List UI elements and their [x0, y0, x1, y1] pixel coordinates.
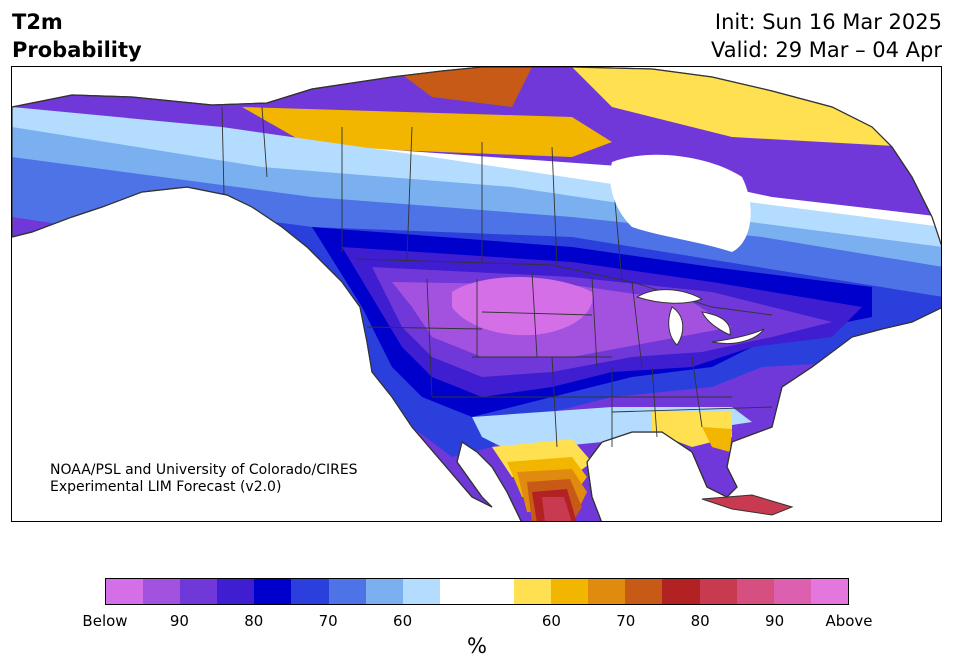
colorbar-segment: [736, 579, 774, 604]
probability-colorbar: [105, 578, 849, 605]
colorbar-segment: [365, 579, 403, 604]
colorbar-tick-label: 70: [318, 612, 338, 630]
colorbar-segment: [402, 579, 440, 604]
map-title: T2m Probability: [12, 8, 142, 64]
colorbar-segment: [773, 579, 811, 604]
variable-label: T2m: [12, 10, 63, 34]
colorbar-segment: [476, 579, 515, 604]
colorbar-segment: [143, 579, 181, 604]
colorbar-tick-label: 80: [244, 612, 264, 630]
alaska-border: [221, 106, 225, 196]
cuba-island: [701, 494, 794, 516]
probability-band: [542, 497, 572, 521]
init-date: Init: Sun 16 Mar 2025: [714, 10, 942, 34]
colorbar-tick-label: 90: [765, 612, 785, 630]
colorbar-segment: [180, 579, 218, 604]
state-borders: [366, 271, 773, 448]
province-borders: [261, 106, 623, 283]
colorbar-segment: [588, 579, 626, 604]
probability-band: [452, 277, 593, 336]
colorbar-segment: [514, 579, 552, 604]
hudson-bay: [610, 154, 751, 252]
colorbar-segment: [810, 579, 848, 604]
north-america-map: [12, 67, 941, 521]
colorbar-tick-label: Below: [82, 612, 128, 630]
colorbar-segment: [291, 579, 329, 604]
colorbar-tick-label: 70: [616, 612, 636, 630]
colorbar-tick-label: 90: [169, 612, 189, 630]
coastline: [12, 67, 941, 521]
colorbar-segment: [625, 579, 663, 604]
colorbar-unit: %: [467, 634, 487, 658]
colorbar-tick-label: 60: [541, 612, 561, 630]
colorbar-tick-label: Above: [825, 612, 873, 630]
colorbar-ticks: Below 90 80 70 60 60 70 80 90 Above: [82, 612, 872, 632]
colorbar-segment: [439, 579, 477, 604]
quantity-label: Probability: [12, 38, 142, 62]
forecast-map: NOAA/PSL and University of Colorado/CIRE…: [11, 66, 942, 522]
great-lakes: [635, 289, 765, 346]
colorbar-segment: [328, 579, 366, 604]
map-credit: NOAA/PSL and University of Colorado/CIRE…: [50, 462, 358, 495]
colorbar-segment: [106, 579, 144, 604]
valid-date: Valid: 29 Mar – 04 Apr: [711, 38, 942, 62]
colorbar-segment: [254, 579, 292, 604]
colorbar-segment: [662, 579, 700, 604]
colorbar-segment: [699, 579, 737, 604]
colorbar-segment: [551, 579, 589, 604]
political-borders: [221, 106, 773, 448]
colorbar-tick-label: 60: [393, 612, 413, 630]
probability-band: [392, 67, 532, 107]
colorbar-tick-label: 80: [690, 612, 710, 630]
probability-band: [702, 427, 732, 452]
colorbar-segment: [217, 579, 255, 604]
forecast-dates: Init: Sun 16 Mar 2025 Valid: 29 Mar – 04…: [711, 8, 942, 64]
